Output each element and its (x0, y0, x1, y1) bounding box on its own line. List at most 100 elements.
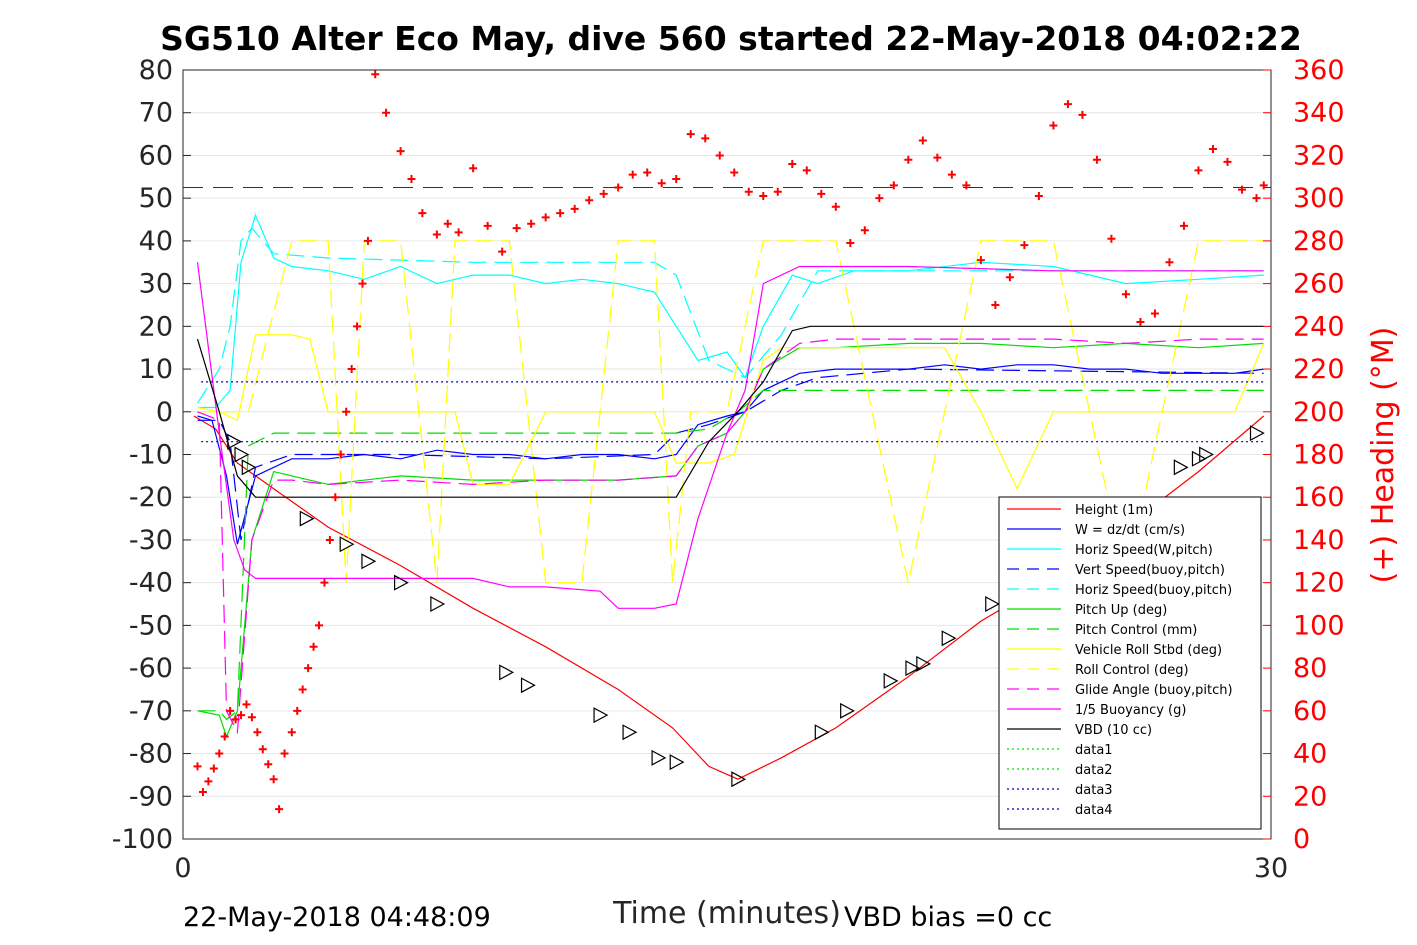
triangle-marker (985, 596, 1001, 613)
heading-point (875, 194, 884, 203)
triangle-marker (499, 664, 515, 681)
heading-point (258, 745, 267, 754)
legend-entry: Vehicle Roll Stbd (deg) (1075, 643, 1222, 658)
triangle-marker (520, 677, 536, 694)
triangle-marker (299, 510, 315, 527)
heading-point (353, 322, 362, 331)
heading-point (242, 700, 251, 709)
series-line-7 (197, 334, 1265, 491)
y-right-tick-label: 300 (1293, 183, 1345, 214)
y-tick-label: -50 (129, 610, 173, 641)
heading-point (454, 228, 463, 237)
heading-point (643, 168, 652, 177)
heading-point (407, 174, 416, 183)
series-line-8 (197, 240, 1264, 584)
heading-point (498, 247, 507, 256)
series-line-11 (196, 325, 1264, 498)
triangle-marker (941, 630, 957, 647)
heading-point (976, 256, 985, 265)
triangle-marker (1173, 459, 1189, 476)
heading-point (264, 760, 273, 769)
heading-point (198, 788, 207, 797)
heading-point (860, 226, 869, 235)
heading-point (701, 134, 710, 143)
triangle-marker (731, 771, 747, 788)
heading-point (298, 685, 307, 694)
heading-point (220, 732, 229, 741)
heading-point (759, 192, 768, 201)
series-line-4 (196, 227, 1264, 404)
heading-point (831, 202, 840, 211)
y-right-tick-label: 160 (1293, 482, 1345, 513)
series-line-10 (196, 262, 1264, 609)
heading-layer (193, 70, 1268, 814)
y-right-tick-label: 200 (1293, 397, 1345, 428)
legend-entry: VBD (10 cc) (1075, 723, 1152, 738)
heading-point (512, 224, 521, 233)
footer-timestamp: 22-May-2018 04:48:09 (183, 902, 491, 933)
triangle-marker (814, 724, 830, 741)
legend: Height (1m) W = dz/dt (cm/s) Horiz Speed(W… (998, 496, 1262, 830)
legend-entry: Roll Control (deg) (1075, 663, 1189, 678)
heading-point (1237, 185, 1246, 194)
legend-entry: Horiz Speed(buoy,pitch) (1075, 583, 1232, 598)
legend-box (998, 496, 1262, 830)
triangle-marker (430, 596, 446, 613)
triangle-marker (1249, 425, 1265, 442)
y-right-tick-label: 340 (1293, 98, 1345, 129)
heading-point (962, 181, 971, 190)
heading-point (382, 108, 391, 117)
y-tick-label: -60 (129, 653, 173, 684)
y-tick-label: 80 (139, 55, 173, 86)
heading-point (269, 775, 278, 784)
y-tick-label: -30 (129, 525, 173, 556)
legend-entry: data4 (1075, 803, 1113, 818)
legend-entry: Horiz Speed(W,pitch) (1075, 543, 1213, 558)
triangle-marker (840, 702, 855, 719)
heading-point (889, 181, 898, 190)
heading-point (396, 147, 405, 156)
series-line-3 (197, 368, 1264, 541)
heading-point (247, 713, 256, 722)
legend-entry: data2 (1075, 763, 1113, 778)
heading-point (585, 196, 594, 205)
y-right-tick-label: 320 (1293, 140, 1345, 171)
y-tick-label: -20 (129, 482, 173, 513)
heading-point (1259, 181, 1268, 190)
heading-point (570, 204, 579, 213)
y-tick-label: 10 (139, 354, 173, 385)
heading-point (730, 168, 739, 177)
heading-point (215, 749, 224, 758)
y-right-tick-label: 280 (1293, 226, 1345, 257)
heading-point (331, 493, 340, 502)
heading-point (469, 164, 478, 173)
x-tick-label: 0 (174, 853, 191, 884)
triangle-marker (905, 660, 921, 677)
heading-point (991, 300, 1000, 309)
heading-point (371, 70, 380, 79)
heading-point (918, 136, 927, 145)
triangle-marker (1191, 450, 1207, 467)
heading-point (1194, 166, 1203, 175)
y-tick-label: 30 (139, 269, 173, 300)
heading-point (628, 170, 637, 179)
y-tick-label: 50 (139, 183, 173, 214)
y-right-tick-label: 40 (1293, 739, 1327, 770)
y-tick-label: 70 (139, 98, 173, 129)
heading-point (204, 777, 213, 786)
heading-point (744, 187, 753, 196)
heading-point (432, 230, 441, 239)
heading-point (483, 221, 492, 230)
y-tick-label: 60 (139, 140, 173, 171)
heading-point (527, 219, 536, 228)
y-right-tick-label: 20 (1293, 781, 1327, 812)
heading-point (358, 279, 367, 288)
heading-point (253, 728, 262, 737)
heading-point (904, 155, 913, 164)
legend-entry: Pitch Control (mm) (1075, 623, 1197, 638)
triangle-marker (339, 536, 355, 553)
heading-point (686, 130, 695, 139)
heading-point (1223, 157, 1232, 166)
heading-point (846, 239, 855, 248)
